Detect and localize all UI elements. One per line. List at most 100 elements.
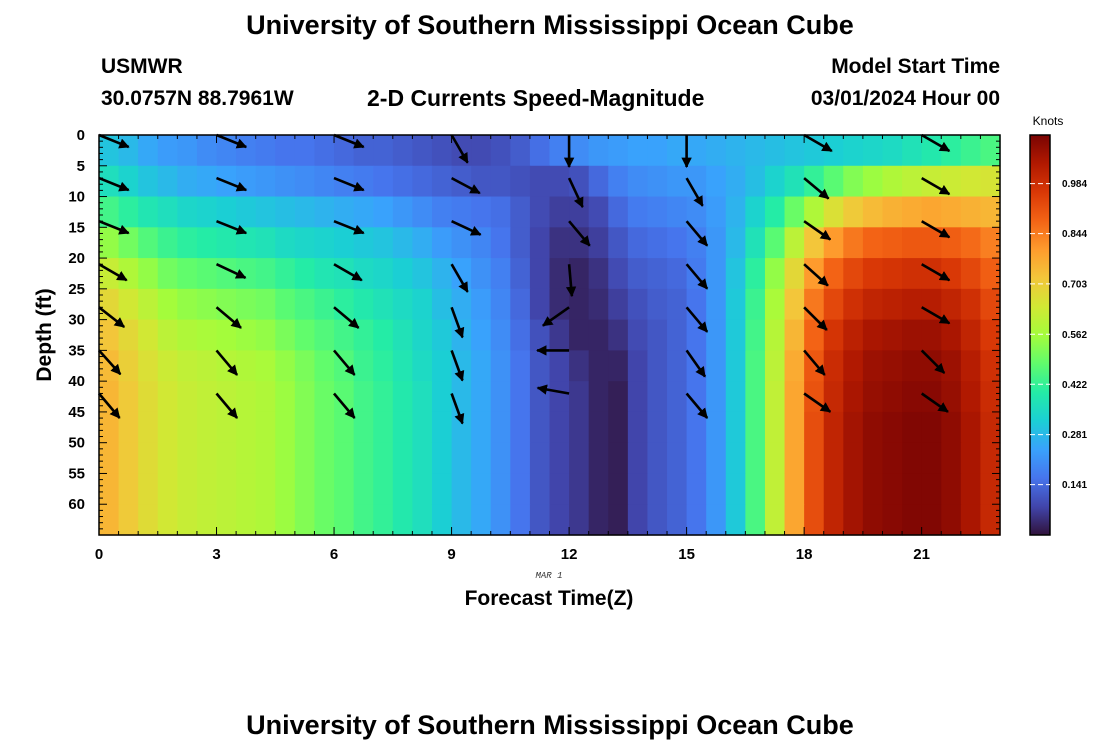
heatmap-cell — [862, 350, 884, 382]
heatmap-cell — [118, 165, 139, 198]
heatmap-cell — [745, 350, 766, 382]
heatmap-cell — [608, 196, 629, 228]
y-tick-label: 45 — [68, 404, 85, 421]
current-vector — [98, 349, 122, 376]
heatmap-cell — [921, 350, 942, 382]
current-vector — [98, 176, 130, 192]
current-vectors — [98, 133, 951, 425]
heatmap-cell — [804, 227, 825, 259]
heatmap-cell — [706, 135, 727, 167]
heatmap-cell — [157, 258, 178, 290]
heatmap-cell — [431, 442, 453, 475]
heatmap-cell — [745, 504, 766, 536]
heatmap-cell — [745, 227, 766, 259]
heatmap-cell — [921, 196, 942, 228]
heatmap-cell — [941, 411, 962, 444]
current-vector — [803, 177, 830, 200]
heatmap-cell — [823, 411, 844, 444]
heatmap-cell — [647, 288, 668, 321]
heatmap-cell — [784, 350, 805, 382]
heatmap-cell — [177, 473, 198, 505]
heatmap-cell — [862, 196, 884, 228]
heatmap-cell — [196, 135, 218, 167]
heatmap-cell — [118, 473, 139, 505]
heatmap-cell — [373, 473, 394, 505]
heatmap-cell — [804, 504, 825, 536]
heatmap-cell — [980, 411, 1001, 444]
heatmap-cell — [529, 319, 551, 351]
colorbar-tick-label: 0.984 — [1062, 179, 1087, 190]
heatmap-cell — [314, 258, 335, 290]
heatmap-cell — [138, 258, 159, 290]
heatmap-cell — [431, 227, 453, 259]
heatmap-cell — [627, 258, 649, 290]
heatmap-cell — [882, 258, 903, 290]
heatmap-cell — [647, 258, 668, 290]
heatmap-cell — [823, 135, 844, 167]
heatmap-cell — [392, 504, 413, 536]
heatmap-cell — [647, 442, 668, 475]
current-vector — [921, 306, 951, 325]
heatmap-cell — [549, 473, 570, 505]
heatmap-cell — [294, 504, 316, 536]
heatmap-cell — [902, 504, 923, 536]
heatmap-cell — [471, 319, 492, 351]
heatmap-cell — [334, 227, 355, 259]
heatmap-cell — [510, 411, 531, 444]
heatmap-cell — [490, 135, 511, 167]
x-tick-label: 6 — [330, 546, 338, 563]
heatmap-cell — [412, 227, 433, 259]
heatmap-cell — [412, 411, 433, 444]
heatmap-cell — [882, 473, 903, 505]
heatmap-cell — [764, 411, 786, 444]
heatmap-cell — [706, 381, 727, 413]
heatmap-cell — [353, 165, 374, 198]
heatmap-cell — [667, 381, 688, 413]
heatmap-cell — [451, 411, 472, 444]
heatmap-cell — [921, 319, 942, 351]
heatmap-cell — [862, 381, 884, 413]
heatmap-cell — [216, 227, 237, 259]
heatmap-cell — [510, 135, 531, 167]
heatmap-cell — [138, 350, 159, 382]
heatmap-cell — [353, 196, 374, 228]
heatmap-cell — [334, 473, 355, 505]
heatmap-cell — [862, 288, 884, 321]
heatmap-cell — [549, 504, 570, 536]
current-vector — [685, 177, 704, 207]
heatmap-cell — [882, 381, 903, 413]
current-vector — [803, 349, 826, 376]
heatmap-cell — [588, 442, 609, 475]
x-tick-label: 3 — [212, 546, 220, 563]
heatmap-cell — [588, 258, 609, 290]
heatmap-cell — [373, 165, 394, 198]
heatmap-cell — [334, 381, 355, 413]
heatmap-cell — [490, 258, 511, 290]
heatmap-cell — [157, 442, 178, 475]
heatmap-cell — [177, 442, 198, 475]
heatmap-cell — [314, 411, 335, 444]
heatmap-cell — [412, 442, 433, 475]
heatmap-cell — [627, 411, 649, 444]
heatmap-cell — [118, 411, 139, 444]
x-tick-label: 18 — [796, 546, 813, 563]
heatmap-cell — [275, 442, 296, 475]
heatmap-cell — [941, 288, 962, 321]
current-vector — [215, 306, 242, 329]
heatmap-cell — [882, 319, 903, 351]
current-vector — [451, 220, 482, 236]
heatmap-cell — [784, 196, 805, 228]
current-vector — [450, 176, 481, 195]
heatmap-cell — [784, 381, 805, 413]
heatmap-cell — [960, 288, 982, 321]
heatmap-cell — [294, 258, 316, 290]
heatmap-cell — [960, 227, 982, 259]
heatmap-cell — [392, 196, 413, 228]
heatmap-cell — [510, 288, 531, 321]
heatmap-cell — [275, 381, 296, 413]
current-vector — [920, 349, 946, 374]
heatmap-cell — [843, 227, 864, 259]
heatmap-cell — [569, 135, 590, 167]
heatmap-cell — [412, 288, 433, 321]
heatmap-cell — [294, 411, 316, 444]
